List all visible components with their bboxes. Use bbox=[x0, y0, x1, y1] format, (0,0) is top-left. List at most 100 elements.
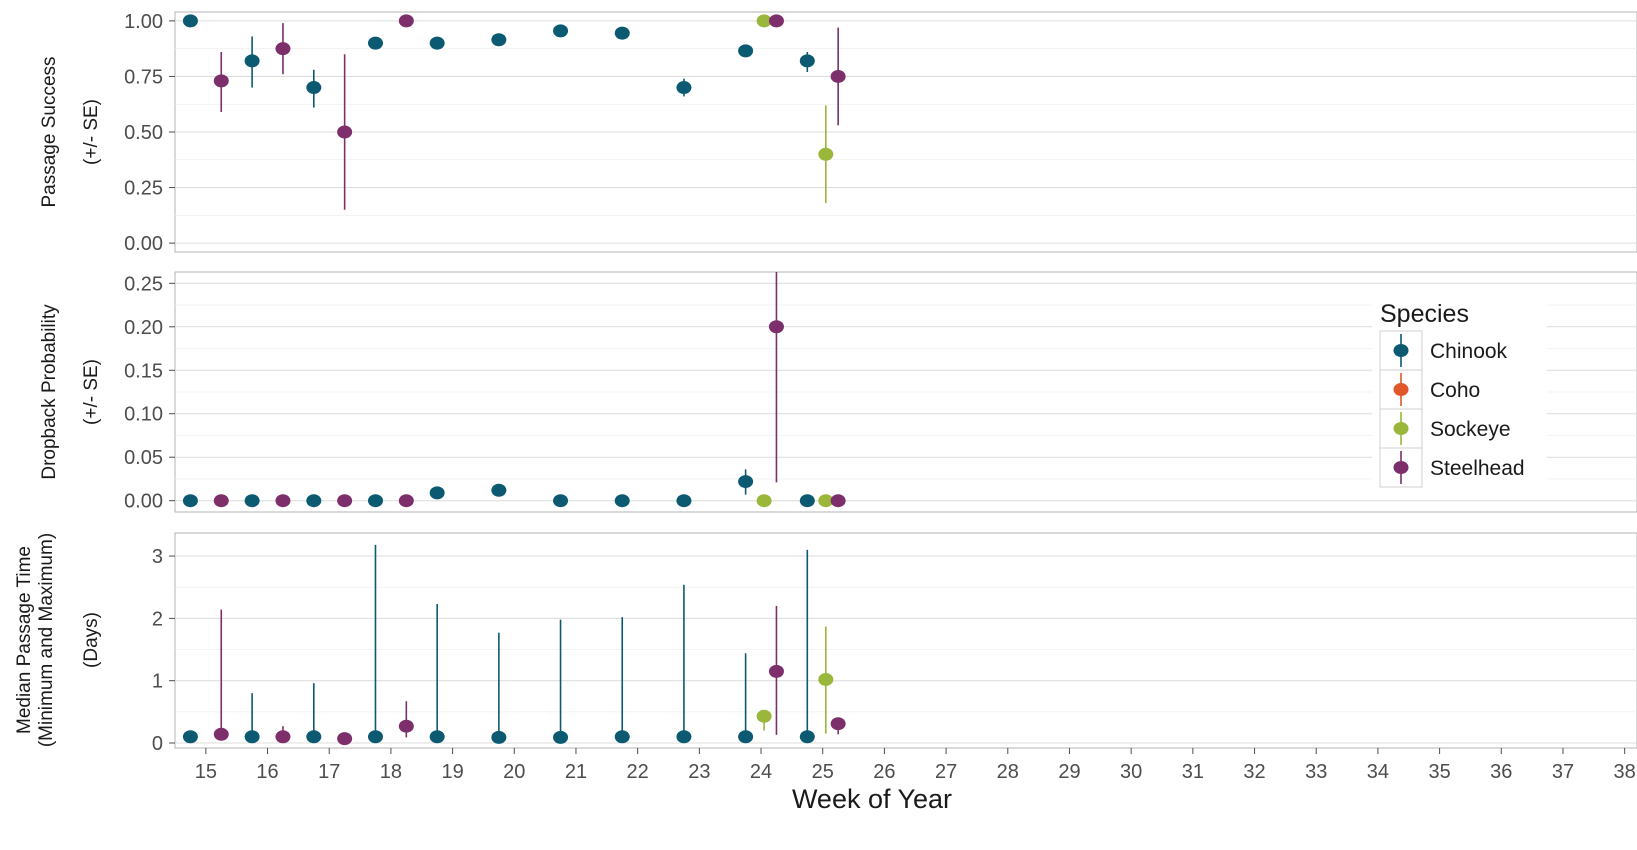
point-chinook bbox=[799, 730, 815, 744]
y-tick-label: 1.00 bbox=[124, 11, 163, 33]
point-steelhead bbox=[337, 125, 353, 139]
x-tick-label: 18 bbox=[380, 761, 402, 783]
point-chinook bbox=[614, 494, 630, 508]
panel-passage-success-yticks: 0.00 0.25 0.50 0.75 1.00 bbox=[124, 11, 175, 255]
point-sockeye bbox=[818, 494, 834, 508]
point-chinook bbox=[676, 81, 692, 95]
point-chinook bbox=[738, 44, 754, 58]
x-tick-label: 20 bbox=[503, 761, 525, 783]
x-tick-label: 33 bbox=[1305, 761, 1327, 783]
x-tick-label: 37 bbox=[1552, 761, 1574, 783]
point-steelhead bbox=[398, 14, 414, 28]
point-chinook bbox=[799, 494, 815, 508]
dropback-probability-ylabel-line2: (+/- SE) bbox=[81, 359, 102, 425]
panel-median-passage-time-yticks: 0 1 2 3 bbox=[152, 546, 175, 755]
point-chinook bbox=[738, 730, 754, 744]
legend-label-sockeye: Sockeye bbox=[1430, 418, 1511, 441]
panel-passage-success: 0.00 0.25 0.50 0.75 1.00 Passage Success (+/… bbox=[39, 11, 1637, 255]
point-steelhead bbox=[337, 494, 353, 508]
panel-dropback-probability-yticks: 0.00 0.05 0.10 0.15 0.20 0.25 bbox=[124, 273, 175, 513]
point-sockeye bbox=[818, 147, 834, 161]
legend-label-chinook: Chinook bbox=[1430, 340, 1508, 363]
point-sockeye bbox=[756, 494, 772, 508]
point-chinook bbox=[182, 494, 198, 508]
x-tick-label: 16 bbox=[256, 761, 278, 783]
x-tick-label: 23 bbox=[688, 761, 710, 783]
x-tick-label: 36 bbox=[1490, 761, 1512, 783]
median-passage-time-ylabel-line3: (Days) bbox=[81, 612, 102, 668]
y-tick-label: 1 bbox=[152, 671, 163, 693]
point-steelhead bbox=[768, 320, 784, 334]
point-sockeye bbox=[756, 709, 772, 723]
y-tick-label: 0.15 bbox=[124, 360, 163, 382]
x-tick-label: 29 bbox=[1058, 761, 1080, 783]
point-chinook bbox=[182, 14, 198, 28]
x-tick-label: 24 bbox=[750, 761, 772, 783]
y-tick-label: 3 bbox=[152, 546, 163, 568]
point-chinook bbox=[491, 730, 507, 744]
point-steelhead bbox=[275, 494, 291, 508]
y-tick-label: 0.10 bbox=[124, 404, 163, 426]
y-tick-label: 0.75 bbox=[124, 66, 163, 88]
panel-median-passage-time-grid bbox=[175, 555, 1637, 744]
point-chinook bbox=[429, 36, 445, 50]
point-sockeye bbox=[818, 672, 834, 686]
x-tick-label: 32 bbox=[1243, 761, 1265, 783]
x-tick-label: 31 bbox=[1182, 761, 1204, 783]
point-chinook bbox=[244, 494, 260, 508]
point-chinook bbox=[306, 730, 322, 744]
point-chinook bbox=[429, 730, 445, 744]
point-chinook bbox=[182, 730, 198, 744]
panel-median-passage-time-background bbox=[174, 532, 1637, 749]
point-steelhead bbox=[213, 727, 229, 741]
x-tick-label: 17 bbox=[318, 761, 340, 783]
x-tick-label: 26 bbox=[873, 761, 895, 783]
point-chinook bbox=[367, 36, 383, 50]
legend-key-point bbox=[1393, 344, 1409, 357]
point-chinook bbox=[491, 33, 507, 47]
point-steelhead bbox=[213, 494, 229, 508]
point-steelhead bbox=[830, 494, 846, 508]
point-steelhead bbox=[830, 717, 846, 731]
legend: Species Chinook Coho Sockeye Steelhead bbox=[1372, 290, 1547, 500]
y-tick-label: 0.25 bbox=[124, 178, 163, 200]
x-tick-label: 27 bbox=[935, 761, 957, 783]
point-chinook bbox=[553, 494, 569, 508]
point-chinook bbox=[306, 81, 322, 95]
point-chinook bbox=[799, 54, 815, 68]
x-tick-label: 25 bbox=[812, 761, 834, 783]
point-chinook bbox=[614, 730, 630, 744]
point-steelhead bbox=[398, 494, 414, 508]
point-chinook bbox=[491, 483, 507, 497]
median-passage-time-ylabel-line1: Median Passage Time bbox=[14, 546, 35, 734]
point-steelhead bbox=[768, 14, 784, 28]
x-axis: 15 16 17 18 19 20 21 22 23 24 25 26 27 28 29 30 31 32 33 34… bbox=[195, 748, 1636, 814]
point-steelhead bbox=[337, 732, 353, 746]
point-steelhead bbox=[213, 74, 229, 88]
dropback-probability-ylabel-line1: Dropback Probability bbox=[39, 304, 60, 480]
point-chinook bbox=[676, 730, 692, 744]
point-chinook bbox=[553, 24, 569, 38]
point-sockeye bbox=[756, 14, 772, 28]
panel-passage-success-marks bbox=[182, 14, 846, 210]
point-chinook bbox=[553, 730, 569, 744]
point-chinook bbox=[244, 54, 260, 68]
y-tick-label: 0.20 bbox=[124, 317, 163, 339]
x-tick-label: 22 bbox=[627, 761, 649, 783]
legend-key-point bbox=[1393, 422, 1409, 435]
y-tick-label: 0.05 bbox=[124, 447, 163, 469]
x-tick-label: 15 bbox=[195, 761, 217, 783]
passage-success-ylabel-line2: (+/- SE) bbox=[81, 99, 102, 165]
y-tick-label: 0 bbox=[152, 733, 163, 755]
y-tick-label: 0.00 bbox=[124, 491, 163, 513]
point-steelhead bbox=[768, 664, 784, 678]
y-tick-label: 0.00 bbox=[124, 233, 163, 255]
point-chinook bbox=[429, 486, 445, 500]
point-chinook bbox=[244, 730, 260, 744]
point-chinook bbox=[614, 26, 630, 40]
y-tick-label: 0.50 bbox=[124, 122, 163, 144]
x-tick-label: 38 bbox=[1614, 761, 1636, 783]
x-tick-label: 30 bbox=[1120, 761, 1142, 783]
x-axis-ticks: 15 16 17 18 19 20 21 22 23 24 25 26 27 28 29 30 31 32 33 34… bbox=[195, 748, 1636, 783]
x-tick-label: 28 bbox=[997, 761, 1019, 783]
